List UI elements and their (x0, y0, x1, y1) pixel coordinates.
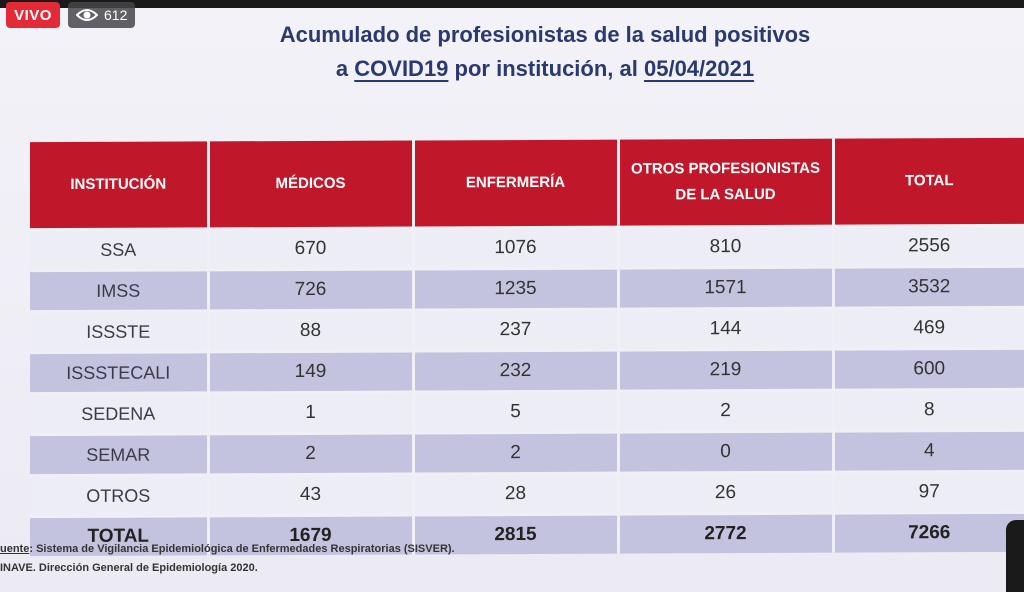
cell-total: 600 (833, 348, 1024, 391)
header-institucion: INSTITUCIÓN (30, 141, 208, 230)
cell-total: 8 (833, 389, 1024, 432)
viewer-count: 612 (68, 2, 136, 28)
title-prefix: a (335, 56, 355, 81)
cell-otros: 1571 (618, 267, 833, 310)
cell-institution: SSA (30, 228, 208, 271)
cell-institution: SEMAR (30, 433, 208, 476)
title-line-2: a COVID19 por institución, al 05/04/2021 (0, 52, 1024, 86)
cell-enfermeria: 28 (413, 473, 618, 515)
title-date: 05/04/2021 (643, 56, 755, 81)
cell-otros: 810 (618, 226, 833, 269)
header-enfermeria: ENFERMERÍA (413, 139, 618, 228)
cell-medicos: 726 (208, 268, 413, 311)
table-row: SEMAR 2 2 0 4 (30, 430, 1024, 476)
eye-icon (76, 8, 98, 22)
title-line-1: Acumulado de profesionistas de la salud … (279, 22, 811, 47)
table-header-row: INSTITUCIÓN MÉDICOS ENFERMERÍA OTROS PRO… (30, 137, 1024, 230)
cell-total: 469 (833, 307, 1024, 350)
cell-otros: 219 (618, 349, 833, 392)
cell-institution: SEDENA (30, 392, 208, 435)
cell-medicos: 88 (208, 309, 413, 352)
live-badge: VIVO (6, 2, 60, 28)
data-table-board: INSTITUCIÓN MÉDICOS ENFERMERÍA OTROS PRO… (30, 137, 1024, 557)
title-covid: COVID19 (354, 56, 449, 81)
table-row: IMSS 726 1235 1571 3532 (30, 266, 1024, 312)
header-otros: OTROS PROFESIONISTAS DE LA SALUD (618, 138, 833, 228)
table-row: SEDENA 1 5 2 8 (30, 389, 1024, 435)
cell-otros: 2 (618, 390, 833, 433)
source-line-1: uente: Sistema de Vigilancia Epidemiológ… (0, 540, 455, 559)
title-mid: por institución, al (448, 56, 644, 81)
cell-total: 2556 (833, 225, 1024, 268)
cell-institution: OTROS (30, 474, 208, 517)
cell-medicos: 670 (208, 227, 413, 270)
table-row: SSA 670 1076 810 2556 (30, 225, 1024, 271)
header-medicos: MÉDICOS (208, 140, 413, 229)
header-total: TOTAL (833, 137, 1024, 227)
source-note: uente: Sistema de Vigilancia Epidemiológ… (0, 540, 455, 578)
total-otros: 2772 (618, 513, 833, 554)
cell-institution: ISSSTE (30, 310, 208, 353)
foreground-edge (1006, 520, 1024, 592)
cell-total: 97 (833, 471, 1024, 514)
cell-medicos: 2 (208, 432, 413, 475)
cell-otros: 144 (618, 308, 833, 351)
video-top-bar (0, 0, 1024, 8)
cell-otros: 0 (618, 431, 833, 474)
viewer-count-label: 612 (104, 7, 128, 23)
cell-medicos: 149 (208, 350, 413, 393)
cell-medicos: 1 (208, 391, 413, 434)
cell-institution: ISSSTECALI (30, 351, 208, 394)
cell-enfermeria: 1076 (413, 227, 618, 269)
cell-enfermeria: 1235 (413, 268, 618, 310)
slide-title: Acumulado de profesionistas de la salud … (0, 18, 1024, 86)
total-total: 7266 (833, 512, 1024, 553)
cell-total: 3532 (833, 266, 1024, 309)
source-label: uente (0, 543, 30, 555)
source-line-2: INAVE. Dirección General de Epidemiologí… (0, 562, 258, 574)
table-row: OTROS 43 28 26 97 (30, 471, 1024, 517)
table-row: ISSSTECALI 149 232 219 600 (30, 348, 1024, 394)
cell-medicos: 43 (208, 473, 413, 516)
cell-otros: 26 (618, 472, 833, 515)
table-row: ISSSTE 88 237 144 469 (30, 307, 1024, 353)
source-text-1: : Sistema de Vigilancia Epidemiológica d… (29, 543, 455, 555)
cell-total: 4 (833, 430, 1024, 473)
cell-enfermeria: 5 (413, 391, 618, 433)
cell-enfermeria: 2 (413, 432, 618, 474)
cell-enfermeria: 232 (413, 350, 618, 392)
live-badge-label: VIVO (14, 6, 52, 24)
data-table: INSTITUCIÓN MÉDICOS ENFERMERÍA OTROS PRO… (30, 137, 1024, 557)
cell-enfermeria: 237 (413, 309, 618, 351)
cell-institution: IMSS (30, 269, 208, 312)
